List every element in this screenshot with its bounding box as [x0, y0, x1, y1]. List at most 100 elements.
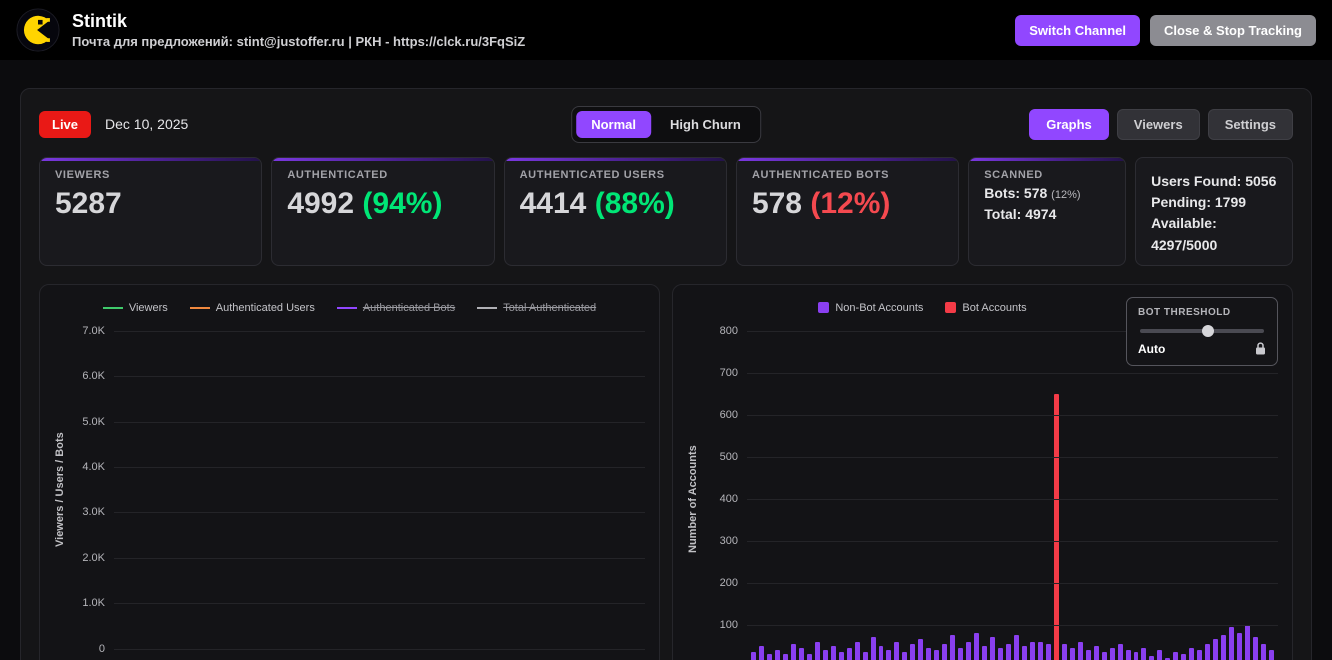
close-stop-tracking-button[interactable]: Close & Stop Tracking	[1150, 14, 1316, 46]
non-bot-accounts-bar	[894, 641, 900, 660]
non-bot-accounts-bar	[1205, 643, 1211, 660]
non-bot-accounts-bar	[902, 652, 908, 660]
non-bot-accounts-bar	[838, 652, 844, 660]
authenticated-bots-card-label: AUTHENTICATED BOTS	[751, 169, 890, 181]
authenticated-card-label: AUTHENTICATED	[287, 169, 388, 181]
gridline	[114, 512, 645, 514]
authenticated-users-card-value: 4414 (88%)	[520, 187, 711, 221]
authenticated-bots-card: AUTHENTICATED BOTS 578 (12%)	[735, 157, 960, 266]
churn-mode-toggle: Normal High Churn	[571, 105, 761, 143]
non-bot-accounts-bar	[1229, 626, 1235, 660]
gridline	[747, 582, 1278, 584]
app-header: Stintik Почта для предложений: stint@jus…	[0, 0, 1332, 60]
live-badge: Live	[39, 110, 92, 138]
non-bot-accounts-bar	[1197, 649, 1203, 660]
auth-users-legend-label: Authenticated Users	[215, 301, 315, 314]
auth-users-legend-swatch	[189, 306, 210, 309]
bot-legend-swatch	[945, 302, 957, 314]
viewers-line-chart-panel: Viewers Authenticated Users Authenticate…	[39, 283, 660, 660]
y-tick-label: 200	[719, 576, 738, 589]
non-bot-accounts-bar	[918, 639, 924, 660]
non-bot-accounts-bar	[830, 645, 836, 660]
auth-users-pct: (88%)	[594, 187, 675, 220]
bot-legend-label: Bot Accounts	[962, 301, 1027, 314]
legend-item-bot[interactable]: Bot Accounts	[945, 301, 1027, 314]
non-bot-accounts-bar	[822, 649, 828, 660]
card-accent	[40, 158, 262, 161]
bot-threshold-box: BOT THRESHOLD Auto	[1126, 296, 1278, 366]
tab-settings[interactable]: Settings	[1207, 108, 1293, 140]
scanned-bots-label: Bots:	[984, 185, 1021, 201]
non-bot-accounts-bar	[1268, 649, 1274, 660]
non-bot-accounts-bar	[1221, 635, 1227, 660]
y-tick-label: 4.0K	[82, 461, 105, 474]
non-bot-accounts-bar	[1133, 652, 1139, 660]
non-bot-accounts-bar	[1037, 641, 1043, 660]
non-bot-accounts-bar	[1181, 654, 1187, 660]
bars-container	[751, 331, 1274, 660]
non-bot-accounts-bar	[1069, 647, 1075, 660]
mode-high-churn-button[interactable]: High Churn	[655, 111, 756, 138]
non-bot-accounts-bar	[1077, 641, 1083, 660]
viewers-legend-swatch	[102, 306, 123, 309]
switch-channel-button[interactable]: Switch Channel	[1015, 14, 1141, 46]
lock-icon[interactable]	[1255, 342, 1266, 355]
line-chart-legend: Viewers Authenticated Users Authenticate…	[54, 299, 645, 317]
non-bot-accounts-bar	[854, 641, 860, 660]
scanned-card: SCANNED Bots: 578 (12%) Total: 4974	[968, 157, 1127, 266]
viewers-legend-label: Viewers	[128, 301, 168, 314]
legend-item-total-auth[interactable]: Total Authenticated	[477, 302, 596, 314]
auth-bots-value: 578	[751, 187, 802, 220]
line-chart-ylabel: Viewers / Users / Bots	[54, 432, 66, 548]
legend-item-non-bot[interactable]: Non-Bot Accounts	[818, 302, 923, 314]
non-bot-accounts-bar	[790, 643, 796, 660]
non-bot-accounts-bar	[1006, 643, 1011, 660]
authenticated-users-card-label: AUTHENTICATED USERS	[519, 169, 665, 181]
bot-threshold-label: BOT THRESHOLD	[1138, 306, 1231, 318]
viewers-card-value: 5287	[55, 187, 122, 220]
bot-threshold-slider[interactable]	[1140, 324, 1264, 337]
pending-line: Pending: 1799	[1151, 194, 1247, 211]
y-tick-label: 5.0K	[82, 415, 105, 428]
gridline	[747, 498, 1278, 500]
tab-graphs[interactable]: Graphs	[1029, 108, 1109, 140]
gridline	[747, 414, 1278, 416]
non-bot-accounts-bar	[798, 647, 804, 660]
authenticated-card-value: 4992 (94%)	[287, 187, 478, 221]
auth-bots-legend-label: Authenticated Bots	[362, 301, 456, 314]
card-accent	[969, 158, 1126, 161]
authenticated-value: 4992	[287, 187, 355, 220]
non-bot-legend-label: Non-Bot Accounts	[835, 301, 924, 314]
authenticated-pct: (94%)	[362, 187, 443, 220]
scanned-total-label: Total:	[984, 206, 1022, 223]
view-buttons: Graphs Viewers Settings	[1029, 108, 1293, 140]
non-bot-accounts-bar	[990, 637, 996, 660]
y-tick-label: 800	[719, 324, 738, 337]
line-chart-plot-area	[114, 330, 645, 650]
auth-bots-pct: (12%)	[810, 187, 891, 220]
mode-normal-button[interactable]: Normal	[576, 110, 652, 138]
y-tick-label: 1.0K	[82, 597, 105, 610]
bar-chart-plot-area: Jan 2020Jan 2021Jan 2022Jan 2023Jan 2024…	[747, 330, 1278, 660]
y-tick-label: 6.0K	[82, 370, 105, 383]
legend-item-auth-users[interactable]: Authenticated Users	[189, 301, 315, 314]
legend-item-auth-bots[interactable]: Authenticated Bots	[336, 301, 456, 314]
non-bot-accounts-bar	[958, 647, 964, 660]
users-found-line: Users Found: 5056	[1151, 173, 1277, 189]
non-bot-accounts-bar	[1245, 624, 1251, 660]
non-bot-accounts-bar	[1013, 635, 1019, 660]
line-chart-yticks: 7.0K 6.0K 5.0K 4.0K 3.0K 2.0K 1.0K 0	[70, 325, 114, 655]
bot-threshold-slider-thumb[interactable]	[1202, 324, 1215, 337]
y-tick-label: 600	[719, 408, 738, 421]
gridline	[114, 648, 645, 650]
non-bot-accounts-bar	[766, 654, 772, 660]
stats-row: VIEWERS 5287 AUTHENTICATED 4992 (94%) AU…	[39, 157, 1293, 266]
scanned-bots-pct: (12%)	[1051, 189, 1081, 201]
bar-chart-legend: Non-Bot Accounts Bot Accounts	[687, 299, 1278, 317]
legend-item-viewers[interactable]: Viewers	[102, 301, 168, 314]
non-bot-accounts-bar	[950, 635, 956, 660]
gridline	[114, 557, 645, 559]
auth-bots-legend-swatch	[336, 306, 357, 309]
tab-viewers[interactable]: Viewers	[1116, 108, 1200, 140]
users-found-card: Users Found: 5056 Pending: 1799 Availabl…	[1135, 157, 1293, 266]
